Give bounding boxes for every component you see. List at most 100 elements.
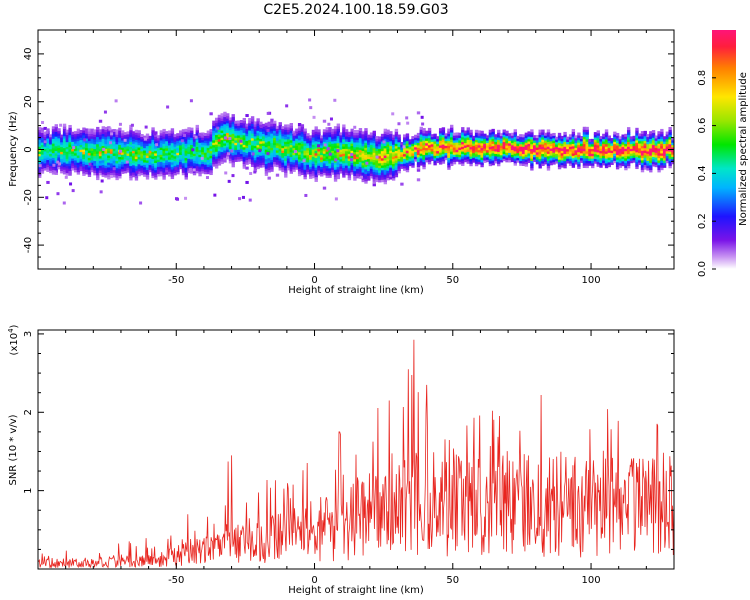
heatmap-cell — [455, 137, 459, 141]
heatmap-cell — [344, 138, 349, 142]
heatmap-cell — [499, 135, 504, 139]
heatmap-cell — [154, 145, 158, 149]
heatmap-cell — [322, 169, 327, 173]
heatmap-cell — [292, 140, 296, 144]
heatmap-cell — [248, 149, 252, 153]
heatmap-cell — [184, 128, 188, 132]
heatmap-cell — [115, 153, 119, 157]
heatmap-cell — [145, 147, 150, 151]
heatmap-cell — [403, 153, 407, 157]
heatmap-cell — [527, 160, 531, 164]
heatmap-cell — [588, 160, 592, 164]
heatmap-cell — [101, 154, 105, 158]
heatmap-cell — [544, 135, 548, 139]
heatmap-cell — [134, 129, 139, 133]
heatmap-cell — [339, 141, 343, 145]
heatmap-cell — [483, 140, 487, 144]
heatmap-cell — [118, 122, 122, 126]
heatmap-cell — [273, 137, 277, 141]
heatmap-cell — [546, 146, 551, 150]
heatmap-cell — [640, 154, 645, 158]
heatmap-cell — [93, 167, 97, 171]
heatmap-cell — [552, 152, 556, 156]
heatmap-cell — [264, 151, 269, 155]
heatmap-cell — [309, 106, 313, 110]
heatmap-cell — [400, 182, 404, 186]
heatmap-cell — [203, 137, 208, 141]
heatmap-cell — [361, 176, 365, 180]
heatmap-cell — [109, 165, 114, 169]
heatmap-cell — [333, 161, 338, 165]
heatmap-cell — [51, 162, 56, 166]
heatmap-cell — [657, 145, 661, 149]
heatmap-cell — [220, 137, 224, 141]
heatmap-cell — [198, 158, 202, 162]
heatmap-cell — [223, 136, 227, 140]
heatmap-cell — [43, 148, 47, 152]
heatmap-cell — [638, 162, 642, 166]
heatmap-cell — [314, 162, 318, 166]
heatmap-cell — [98, 134, 103, 138]
heatmap-cell — [93, 150, 97, 154]
heatmap-cell — [203, 135, 208, 139]
heatmap-cell — [502, 143, 506, 147]
heatmap-cell — [82, 163, 86, 167]
heatmap-cell — [588, 153, 592, 157]
heatmap-cell — [148, 150, 152, 154]
heatmap-cell — [474, 146, 479, 150]
heatmap-cell — [383, 143, 388, 147]
heatmap-cell — [213, 193, 217, 197]
heatmap-cell — [414, 146, 418, 150]
heatmap-cell — [140, 148, 144, 152]
heatmap-cell — [389, 157, 393, 161]
heatmap-cell — [339, 139, 343, 143]
heatmap-cell — [621, 163, 625, 167]
heatmap-cell — [256, 142, 260, 146]
heatmap-cell — [397, 158, 401, 162]
heatmap-cell — [317, 136, 321, 140]
heatmap-cell — [438, 144, 443, 148]
heatmap-cell — [184, 164, 188, 168]
heatmap-cell — [596, 149, 600, 153]
heatmap-cell — [626, 162, 631, 166]
heatmap-cell — [532, 135, 537, 139]
heatmap-cell — [184, 171, 188, 175]
heatmap-cell — [90, 154, 94, 158]
heatmap-cell — [541, 163, 545, 167]
heatmap-cell — [181, 169, 186, 173]
heatmap-cell — [549, 143, 553, 147]
heatmap-cell — [275, 145, 280, 148]
heatmap-cell — [552, 135, 556, 139]
heatmap-cell — [411, 140, 415, 144]
heatmap-cell — [416, 147, 421, 151]
heatmap-cell — [46, 159, 50, 163]
heatmap-cell — [364, 171, 368, 175]
heatmap-cell — [96, 143, 100, 147]
heatmap-cell — [96, 129, 100, 133]
heatmap-cell — [427, 132, 432, 136]
heatmap-cell — [231, 118, 235, 122]
heatmap-cell — [40, 127, 45, 131]
heatmap-cell — [170, 137, 175, 141]
heatmap-cell — [541, 146, 545, 150]
heatmap-cell — [380, 174, 385, 178]
heatmap-cell — [104, 136, 108, 140]
heatmap-cell — [635, 142, 639, 146]
heatmap-cell — [96, 141, 100, 145]
heatmap-cell — [530, 131, 534, 135]
heatmap-cell — [394, 140, 399, 144]
heatmap-cell — [599, 150, 603, 154]
heatmap-cell — [530, 158, 534, 161]
heatmap-cell — [654, 164, 659, 168]
heatmap-cell — [383, 178, 388, 182]
heatmap-cell — [167, 140, 172, 144]
heatmap-cell — [546, 150, 551, 154]
heatmap-cell — [541, 148, 545, 152]
heatmap-cell — [308, 163, 313, 167]
heatmap-cell — [96, 126, 100, 130]
heatmap-cell — [264, 134, 269, 138]
heatmap-cell — [455, 144, 459, 148]
heatmap-cell — [270, 149, 274, 153]
heatmap-cell — [253, 150, 258, 154]
heatmap-cell — [497, 141, 501, 145]
